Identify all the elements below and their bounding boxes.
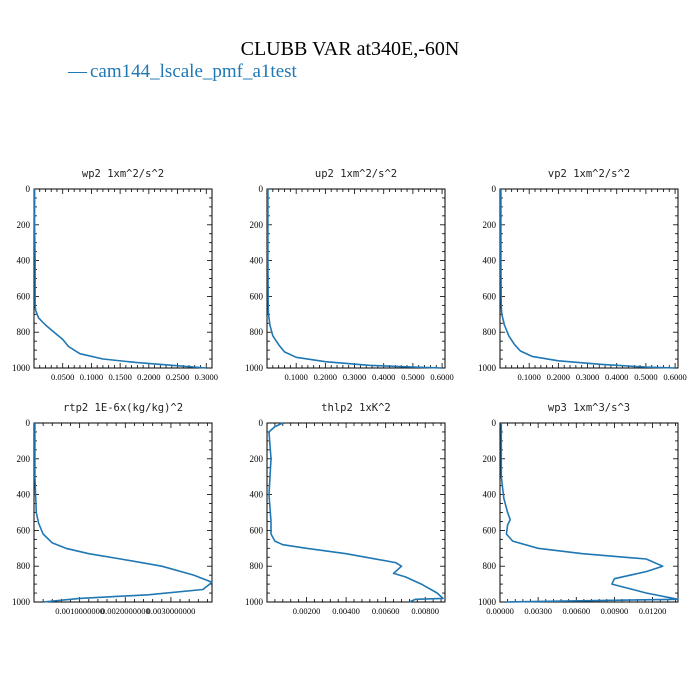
- x-tick-label: 0.2000: [314, 372, 337, 382]
- y-tick-label: 400: [17, 256, 31, 266]
- y-tick-label: 1000: [12, 363, 31, 373]
- y-tick-label: 200: [250, 220, 264, 230]
- y-tick-label: 400: [483, 490, 497, 500]
- panel-1: wp2 1xm^2/s^2 0 200 400 600 800 1000 0.0500 0.10…: [12, 168, 218, 382]
- y-tick-label: 600: [483, 291, 497, 301]
- series-line: [268, 422, 444, 603]
- x-tick-label: 0.00600: [372, 606, 400, 616]
- x-tick-label: 0.00800: [411, 606, 439, 616]
- y-tick-label: 0: [26, 184, 31, 194]
- y-tick-label: 0: [492, 184, 497, 194]
- y-tick-label: 600: [250, 525, 264, 535]
- panel-title: up2 1xm^2/s^2: [315, 168, 397, 180]
- y-tick-label: 800: [250, 327, 264, 337]
- y-tick-label: 1000: [478, 363, 497, 373]
- legend-marker: —: [67, 61, 88, 82]
- y-tick-label: 400: [250, 256, 264, 266]
- panel-2: up2 1xm^2/s^2 0 200 400 600 800 1000 0.1000 0.20…: [245, 168, 454, 382]
- series-line: [34, 423, 213, 603]
- y-tick-label: 400: [17, 490, 31, 500]
- x-tick-label: 0.00000: [486, 606, 514, 616]
- y-tick-label: 1000: [478, 597, 497, 607]
- panel-4: rtp2 1E-6x(kg/kg)^2 0 200 400 600 800 1000 0.00…: [12, 402, 213, 616]
- x-tick-label: 0.5000: [634, 372, 657, 382]
- x-tick-label: 0.1000: [517, 372, 540, 382]
- x-tick-label: 0.6000: [430, 372, 453, 382]
- y-tick-label: 200: [483, 220, 497, 230]
- x-tick-label: 0.0010000000: [55, 606, 104, 616]
- x-tick-label: 0.2000: [137, 372, 160, 382]
- y-tick-label: 800: [250, 561, 264, 571]
- x-tick-label: 0.0500: [51, 372, 74, 382]
- x-tick-label: 0.2500: [166, 372, 189, 382]
- x-tick-label: 0.00300: [524, 606, 552, 616]
- y-tick-label: 800: [17, 327, 31, 337]
- x-tick-label: 0.5000: [401, 372, 424, 382]
- panel-title: wp3 1xm^3/s^3: [548, 402, 630, 414]
- series-line: [500, 189, 676, 369]
- x-tick-label: 0.1500: [108, 372, 131, 382]
- y-tick-label: 400: [483, 256, 497, 266]
- series-line: [500, 423, 679, 603]
- x-tick-label: 0.00900: [601, 606, 629, 616]
- panel-5: thlp2 1xK^2 0 200 400 600 800 1000 0.00200 0.004…: [245, 402, 446, 616]
- y-tick-label: 600: [483, 525, 497, 535]
- x-tick-label: 0.00200: [293, 606, 321, 616]
- y-tick-label: 600: [17, 525, 31, 535]
- x-tick-label: 0.0020000000: [101, 606, 150, 616]
- y-tick-label: 600: [17, 291, 31, 301]
- x-tick-label: 0.00400: [332, 606, 360, 616]
- figure-title: CLUBB VAR at340E,-60N: [241, 38, 460, 60]
- y-tick-label: 1000: [245, 363, 264, 373]
- y-tick-label: 200: [250, 454, 264, 464]
- y-tick-label: 600: [250, 291, 264, 301]
- x-tick-label: 0.0030000000: [146, 606, 195, 616]
- y-tick-label: 1000: [245, 597, 264, 607]
- x-tick-label: 0.6000: [663, 372, 686, 382]
- x-tick-label: 0.1000: [80, 372, 103, 382]
- y-tick-label: 200: [17, 220, 31, 230]
- y-tick-label: 800: [17, 561, 31, 571]
- series-line: [33, 189, 207, 369]
- series-line: [267, 189, 443, 369]
- y-tick-label: 200: [17, 454, 31, 464]
- panel-6: wp3 1xm^3/s^3 0 200 400 600 800 10000.00000 0.0…: [478, 402, 679, 616]
- x-tick-label: 0.2000: [547, 372, 570, 382]
- panel-3: vp2 1xm^2/s^2 0 200 400 600 800 1000 0.1000 0.20…: [478, 168, 687, 382]
- x-tick-label: 0.01200: [639, 606, 667, 616]
- x-tick-label: 0.3000: [576, 372, 599, 382]
- panel-title: thlp2 1xK^2: [321, 402, 391, 414]
- y-tick-label: 200: [483, 454, 497, 464]
- x-tick-label: 0.3000: [343, 372, 366, 382]
- x-tick-label: 0.00600: [562, 606, 590, 616]
- y-tick-label: 800: [483, 327, 497, 337]
- x-tick-label: 0.4000: [372, 372, 395, 382]
- panel-title: rtp2 1E-6x(kg/kg)^2: [63, 402, 183, 414]
- legend-label: cam144_lscale_pmf_a1test: [90, 61, 298, 82]
- x-tick-label: 0.4000: [605, 372, 628, 382]
- y-tick-label: 0: [259, 418, 264, 428]
- y-tick-label: 0: [259, 184, 264, 194]
- x-tick-label: 0.3000: [195, 372, 218, 382]
- y-tick-label: 0: [26, 418, 31, 428]
- x-tick-label: 0.1000: [284, 372, 307, 382]
- panel-grid: wp2 1xm^2/s^2 0 200 400 600 800 1000 0.0500 0.10…: [12, 168, 687, 616]
- y-tick-label: 0: [492, 418, 497, 428]
- y-tick-label: 1000: [12, 597, 31, 607]
- panel-title: vp2 1xm^2/s^2: [548, 168, 630, 180]
- y-tick-label: 400: [250, 490, 264, 500]
- panel-title: wp2 1xm^2/s^2: [82, 168, 164, 180]
- y-tick-label: 800: [483, 561, 497, 571]
